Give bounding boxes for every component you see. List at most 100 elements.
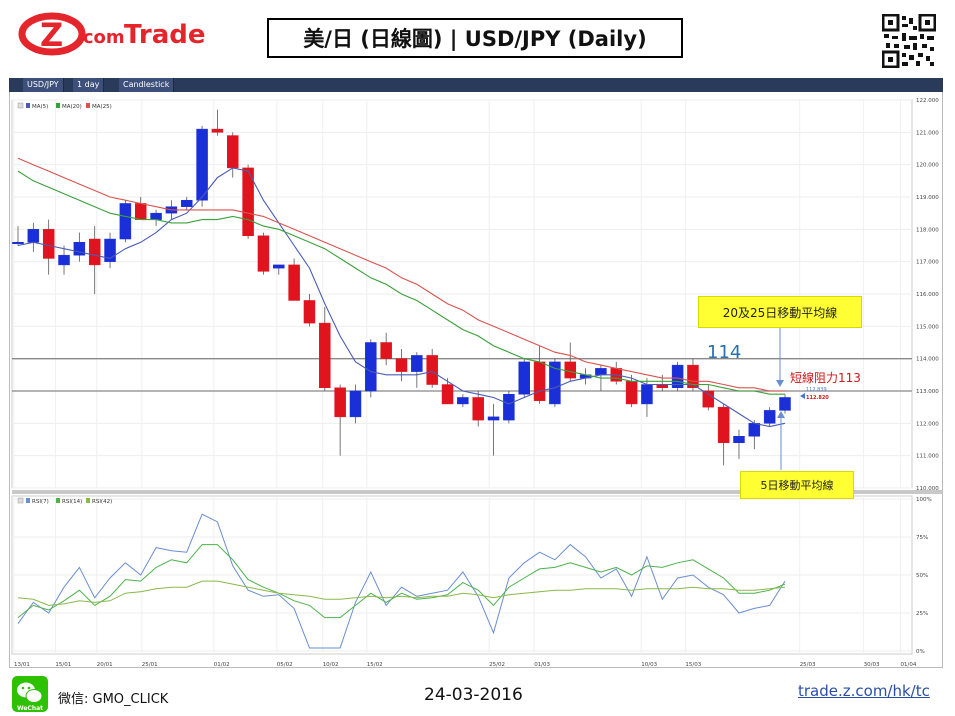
candle-body	[763, 410, 776, 424]
rsi-legend-label: RSI(42)	[92, 499, 112, 505]
ma-line	[17, 157, 785, 392]
candle-body	[625, 381, 638, 405]
price-tick-label: 120.000	[916, 163, 939, 169]
wechat-badge-text: WeChat	[17, 705, 43, 712]
candle-body	[180, 199, 193, 207]
price-tick-label: 114.000	[916, 357, 939, 363]
candle-body	[58, 254, 70, 266]
ma5-arrow-head	[777, 411, 785, 418]
rsi-tick-label: 0%	[916, 649, 925, 655]
price-tick-label: 122.000	[916, 98, 939, 104]
rsi-legend-label: RSI(14)	[62, 499, 82, 505]
candle-body	[717, 406, 730, 443]
x-tick-label: 20/01	[97, 662, 113, 668]
candle-body	[242, 167, 254, 237]
last-price-marker	[800, 393, 805, 399]
candle-body	[472, 397, 484, 421]
ma-legend-label: MA(25)	[92, 104, 112, 110]
rsi-tick-label: 100%	[916, 497, 932, 503]
price-tick-label: 116.000	[916, 292, 939, 298]
report-date: 24-03-2016	[424, 685, 523, 705]
price-tick-label: 113.000	[916, 389, 939, 395]
price-tick-label: 118.000	[916, 227, 939, 233]
symbol-tab[interactable]: USD/JPY	[23, 78, 64, 92]
rsi-legend-swatch	[56, 498, 60, 503]
style-tab[interactable]: Candlestick	[119, 78, 175, 92]
rsi-legend-label: RSI(7)	[32, 499, 49, 505]
candle-body	[411, 355, 423, 372]
interval-tab[interactable]: 1 day	[73, 78, 105, 92]
candle-body	[365, 342, 377, 392]
logo-z: Z	[40, 16, 63, 54]
candle-body	[687, 364, 699, 389]
candle-body	[257, 235, 270, 272]
price-tick-label: 110.000	[916, 486, 939, 492]
ma-legend-toggle	[17, 102, 24, 109]
x-tick-label: 30/03	[864, 662, 880, 668]
ma-line	[17, 167, 786, 428]
candle-body	[119, 203, 132, 240]
price-tick-label: 119.000	[916, 195, 939, 201]
rsi-line	[17, 513, 786, 649]
price-label-blue: 112.839	[806, 387, 827, 393]
wechat-icon: WeChat	[12, 676, 48, 712]
candle-body	[303, 300, 316, 324]
site-link[interactable]: trade.z.com/hk/tc	[798, 682, 930, 700]
rsi-legend-swatch	[86, 498, 90, 503]
x-tick-label: 25/03	[800, 662, 816, 668]
x-tick-label: 25/01	[142, 662, 158, 668]
candle-body	[503, 393, 515, 421]
candle-body	[748, 423, 761, 437]
wechat-id: 微信: GMO_CLICK	[58, 692, 169, 707]
rsi-legend-toggle	[17, 497, 24, 504]
qr-code-icon	[881, 13, 937, 69]
rsi-line	[17, 544, 786, 619]
candle-body	[42, 229, 55, 259]
x-tick-label: 25/02	[489, 662, 505, 668]
price-tick-label: 117.000	[916, 260, 939, 266]
candle-body	[779, 397, 791, 411]
rsi-tick-label: 25%	[916, 611, 928, 617]
logo-com: .com	[76, 27, 125, 48]
rsi-tick-label: 50%	[916, 573, 928, 579]
x-tick-label: 15/01	[55, 662, 71, 668]
candle-body	[564, 361, 576, 379]
candle-body	[27, 229, 40, 243]
candle-body	[671, 364, 684, 389]
price-tick-label: 111.000	[916, 454, 939, 460]
level-114-label: 114	[707, 342, 741, 363]
x-tick-label: 15/03	[685, 662, 701, 668]
x-tick-label: 01/02	[214, 662, 230, 668]
ma20-arrow-head	[776, 380, 784, 387]
logo-trade: Trade	[124, 20, 206, 50]
ma-5-callout: 5日移動平均線	[740, 471, 854, 499]
x-tick-label: 15/02	[367, 662, 383, 668]
ma-20-25-callout: 20及25日移動平均線	[698, 296, 862, 328]
rsi-tick-label: 75%	[916, 535, 928, 541]
x-tick-label: 01/04	[901, 662, 917, 668]
resistance-label: 短線阻力113	[790, 370, 861, 385]
price-tick-label: 115.000	[916, 324, 939, 330]
candle-body	[334, 387, 346, 418]
candle-body	[549, 361, 561, 405]
candle-body	[134, 203, 147, 220]
x-tick-label: 05/02	[277, 662, 293, 668]
candle-body	[288, 264, 300, 301]
candle-body	[380, 342, 392, 359]
candle-body	[211, 128, 224, 133]
candle-body	[150, 212, 162, 220]
price-tick-label: 112.000	[916, 421, 939, 427]
candle-body	[487, 416, 500, 421]
candle-body	[12, 242, 24, 245]
candle-body	[457, 397, 469, 405]
candle-body	[426, 355, 438, 385]
ma-line	[17, 170, 785, 395]
candle-body	[533, 361, 546, 401]
candle-body	[518, 361, 530, 395]
candle-body	[73, 242, 86, 256]
ma-legend-label: MA(20)	[62, 104, 82, 110]
x-tick-label: 13/01	[14, 662, 30, 668]
x-tick-label: 01/03	[534, 662, 550, 668]
candle-body	[349, 390, 362, 418]
page-title: 美/日 (日線圖) | USD/JPY (Daily)	[267, 18, 683, 58]
